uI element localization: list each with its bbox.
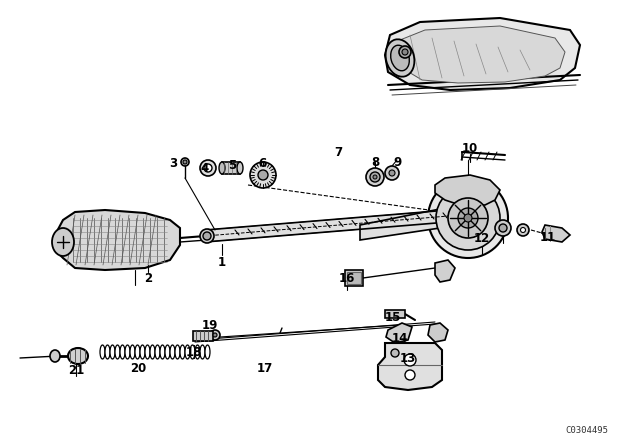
Ellipse shape [237,162,243,174]
Circle shape [448,198,488,238]
Text: 19: 19 [202,319,218,332]
Circle shape [181,158,189,166]
Polygon shape [385,18,580,90]
Text: 7: 7 [334,146,342,159]
Circle shape [385,166,399,180]
Ellipse shape [175,345,180,359]
Ellipse shape [190,345,195,359]
Polygon shape [542,225,570,242]
Circle shape [405,370,415,380]
Text: 6: 6 [258,156,266,169]
Circle shape [258,170,268,180]
Circle shape [402,49,408,55]
Bar [193,331,213,341]
Text: 10: 10 [462,142,478,155]
Ellipse shape [160,345,165,359]
Circle shape [200,160,216,176]
Ellipse shape [100,345,105,359]
Ellipse shape [150,345,155,359]
Ellipse shape [219,162,225,174]
Circle shape [520,228,525,233]
Bar [222,162,240,174]
Ellipse shape [155,345,160,359]
Text: 13: 13 [400,352,416,365]
Text: 3: 3 [169,156,177,169]
Circle shape [389,170,395,176]
Polygon shape [435,260,455,282]
Polygon shape [435,175,500,205]
Ellipse shape [52,228,74,256]
Ellipse shape [135,345,140,359]
Circle shape [370,172,380,182]
Ellipse shape [125,345,130,359]
Polygon shape [398,26,565,83]
Text: 8: 8 [371,155,379,168]
Circle shape [404,354,416,366]
Circle shape [458,208,478,228]
Circle shape [391,349,399,357]
Text: 18: 18 [186,345,202,358]
Ellipse shape [180,345,185,359]
Ellipse shape [200,229,214,243]
Circle shape [464,214,472,222]
Bar [347,272,361,284]
Ellipse shape [120,345,125,359]
Bar [385,310,405,318]
Ellipse shape [105,345,110,359]
Ellipse shape [140,345,145,359]
Ellipse shape [130,345,135,359]
Circle shape [183,160,187,164]
Ellipse shape [200,345,205,359]
Circle shape [250,162,276,188]
Circle shape [366,168,384,186]
Polygon shape [205,207,485,242]
Ellipse shape [203,232,211,240]
Text: 20: 20 [130,362,146,375]
Circle shape [499,224,507,232]
Circle shape [204,164,212,172]
Polygon shape [55,210,180,270]
Circle shape [428,178,508,258]
Circle shape [495,220,511,236]
Ellipse shape [170,345,175,359]
Ellipse shape [205,345,210,359]
Text: 4: 4 [201,161,209,175]
Text: 16: 16 [339,271,355,284]
Polygon shape [428,323,448,342]
Circle shape [436,186,500,250]
Ellipse shape [185,345,190,359]
Ellipse shape [115,345,120,359]
Text: 1: 1 [218,255,226,268]
Text: 21: 21 [68,363,84,376]
Polygon shape [360,205,480,240]
Text: 14: 14 [392,332,408,345]
Ellipse shape [390,45,410,71]
Ellipse shape [110,345,115,359]
Bar [345,270,363,286]
Ellipse shape [68,348,88,364]
Ellipse shape [50,350,60,362]
Text: C0304495: C0304495 [565,426,608,435]
Text: 5: 5 [228,159,236,172]
Circle shape [210,330,220,340]
Text: 17: 17 [257,362,273,375]
Polygon shape [386,323,412,343]
Circle shape [373,175,377,179]
Text: 2: 2 [144,271,152,284]
Circle shape [517,224,529,236]
Text: 15: 15 [385,310,401,323]
Circle shape [399,46,411,58]
Ellipse shape [386,39,414,77]
Ellipse shape [195,345,200,359]
Text: 12: 12 [474,232,490,245]
Ellipse shape [165,345,170,359]
Text: 9: 9 [393,155,401,168]
Circle shape [213,333,217,337]
Text: 11: 11 [540,231,556,244]
Ellipse shape [145,345,150,359]
Polygon shape [378,343,442,390]
